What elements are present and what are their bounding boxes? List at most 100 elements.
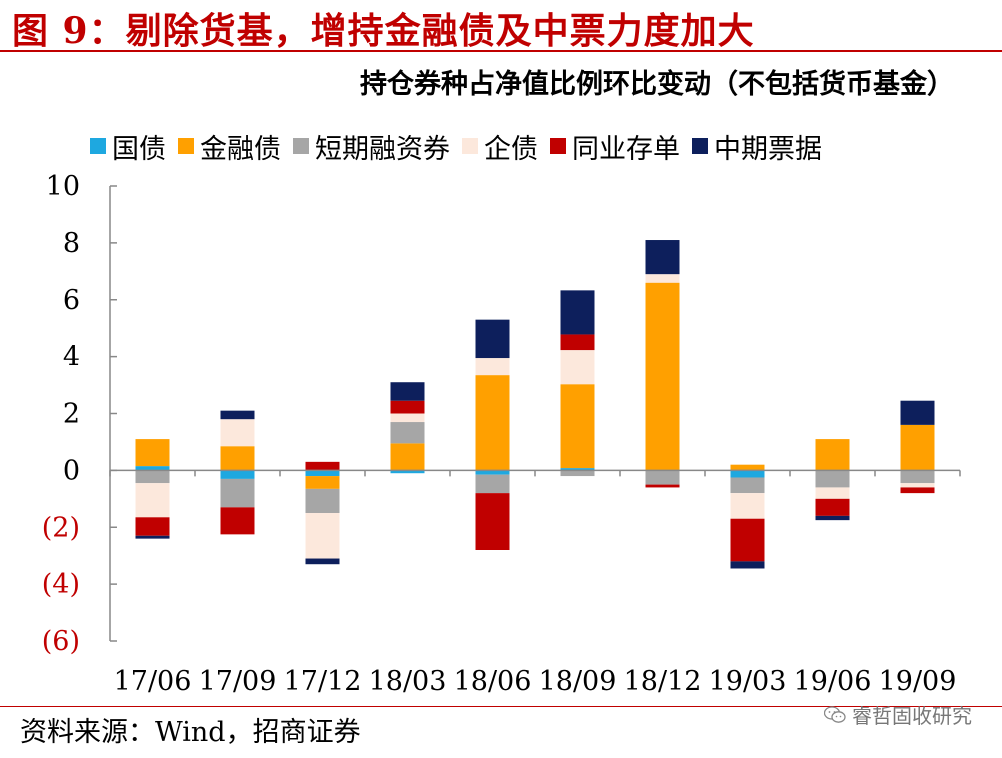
legend-item: 同业存单 [550, 127, 680, 166]
chart-title: 持仓券种占净值比例环比变动（不包括货币基金） [360, 69, 954, 100]
bar-segment-19-03-s2 [730, 477, 765, 494]
bar-segment-17-12-s1 [305, 476, 340, 489]
source-note: 资料来源：Wind，招商证券 [20, 717, 361, 748]
legend-swatch [462, 138, 478, 154]
bar-segment-18-03-s4 [390, 400, 425, 414]
figure-title: 图 9：剔除货基，增持金融债及中票力度加大 [12, 10, 755, 52]
bar-segment-19-06-s3 [815, 487, 850, 499]
y-tick-label: (2) [42, 512, 80, 543]
bar-segment-18-06-s2 [475, 474, 510, 494]
legend-swatch [550, 138, 566, 154]
bar-segment-18-06-s0 [475, 470, 510, 475]
footer-divider [0, 706, 1002, 707]
x-tick-label: 18/03 [369, 666, 447, 697]
legend-label: 同业存单 [572, 133, 680, 165]
wechat-icon [824, 705, 846, 723]
bar-segment-18-03-s2 [390, 422, 425, 444]
y-tick-label: (6) [42, 626, 80, 657]
bar-segment-19-06-s2 [815, 470, 850, 488]
bar-segment-17-12-s0 [305, 470, 340, 477]
bar-segment-17-06-s2 [135, 470, 170, 484]
x-tick-label: 17/12 [284, 666, 362, 697]
bar-segment-19-06-s5 [815, 515, 850, 521]
x-tick-label: 18/12 [624, 666, 702, 697]
bar-segment-17-12-s2 [305, 488, 340, 514]
bar-segment-19-09-s1 [900, 424, 935, 471]
bar-segment-17-09-s2 [220, 478, 255, 508]
bar-segment-19-09-s3 [900, 483, 935, 488]
bar-segment-17-12-s3 [305, 513, 340, 559]
legend-item: 金融债 [178, 127, 281, 166]
bar-segment-18-06-s4 [475, 493, 510, 550]
bar-segment-18-03-s3 [390, 413, 425, 423]
y-tick-label: 6 [63, 285, 80, 316]
watermark: 睿哲固收研究 [824, 700, 972, 729]
y-tick-label: 8 [63, 228, 80, 259]
y-tick-label: 2 [63, 399, 80, 430]
x-tick-label: 19/06 [794, 666, 872, 697]
legend-swatch [178, 138, 194, 154]
bar-segment-19-03-s4 [730, 518, 765, 562]
bar-segment-18-12-s4 [645, 484, 680, 488]
bar-segment-17-06-s4 [135, 517, 170, 536]
bar-segment-17-06-s1 [135, 439, 170, 467]
legend-item: 国债 [90, 127, 166, 166]
bar-segment-18-09-s0 [560, 468, 595, 471]
bar-segment-19-03-s1 [730, 464, 765, 471]
bar-segment-18-12-s2 [645, 470, 680, 485]
legend-item: 中期票据 [692, 127, 822, 166]
bar-segment-19-03-s3 [730, 493, 765, 519]
bar-segment-17-09-s3 [220, 419, 255, 447]
bar-segment-19-03-s0 [730, 470, 765, 478]
bar-segment-17-12-s5 [305, 558, 340, 565]
bar-segment-19-09-s2 [900, 470, 935, 484]
bar-segment-18-09-s5 [560, 290, 595, 335]
bar-segment-18-03-s1 [390, 443, 425, 471]
bar-segment-18-06-s1 [475, 375, 510, 471]
legend-swatch [90, 138, 106, 154]
legend-label: 短期融资券 [315, 133, 450, 165]
x-tick-label: 19/03 [709, 666, 787, 697]
bar-segment-18-12-s5 [645, 240, 680, 275]
y-tick-label: 4 [63, 342, 80, 373]
bar-segment-19-09-s4 [900, 487, 935, 494]
bar-segment-18-12-s3 [645, 274, 680, 283]
bar-segment-17-06-s5 [135, 535, 170, 539]
title-divider [0, 50, 1002, 52]
x-tick-label: 19/09 [879, 666, 957, 697]
legend-label: 国债 [112, 133, 166, 165]
bar-segment-19-06-s1 [815, 439, 850, 471]
bar-segment-18-09-s2 [560, 470, 595, 477]
bar-segment-18-12-s1 [645, 282, 680, 471]
bar-segment-17-09-s0 [220, 470, 255, 479]
bar-segment-19-03-s5 [730, 561, 765, 569]
bar-segment-17-06-s0 [135, 466, 170, 471]
x-tick-label: 17/09 [199, 666, 277, 697]
legend-swatch [692, 138, 708, 154]
y-tick-label: 0 [63, 455, 80, 486]
bar-segment-17-12-s4 [305, 461, 340, 471]
legend-item: 短期融资券 [293, 127, 450, 166]
bar-segment-18-03-s0 [390, 470, 425, 474]
x-tick-label: 18/09 [539, 666, 617, 697]
legend-label: 企债 [484, 133, 538, 165]
x-tick-label: 17/06 [114, 666, 192, 697]
x-tick-label: 18/06 [454, 666, 532, 697]
legend-label: 金融债 [200, 133, 281, 165]
bar-segment-17-09-s5 [220, 410, 255, 420]
bar-segment-17-09-s1 [220, 446, 255, 471]
bar-segment-18-09-s4 [560, 334, 595, 351]
bar-segment-18-06-s5 [475, 319, 510, 359]
bar-segment-17-06-s3 [135, 483, 170, 518]
chart-legend: 国债 金融债 短期融资券 企债 同业存单 中期票据 [90, 127, 834, 166]
bar-segment-18-06-s3 [475, 358, 510, 376]
legend-swatch [293, 138, 309, 154]
legend-label: 中期票据 [714, 133, 822, 165]
bar-segment-19-06-s4 [815, 498, 850, 516]
legend-item: 企债 [462, 127, 538, 166]
watermark-text: 睿哲固收研究 [852, 704, 972, 728]
bar-segment-19-09-s5 [900, 400, 935, 425]
y-tick-label: (4) [42, 569, 80, 600]
bar-segment-18-03-s5 [390, 382, 425, 401]
